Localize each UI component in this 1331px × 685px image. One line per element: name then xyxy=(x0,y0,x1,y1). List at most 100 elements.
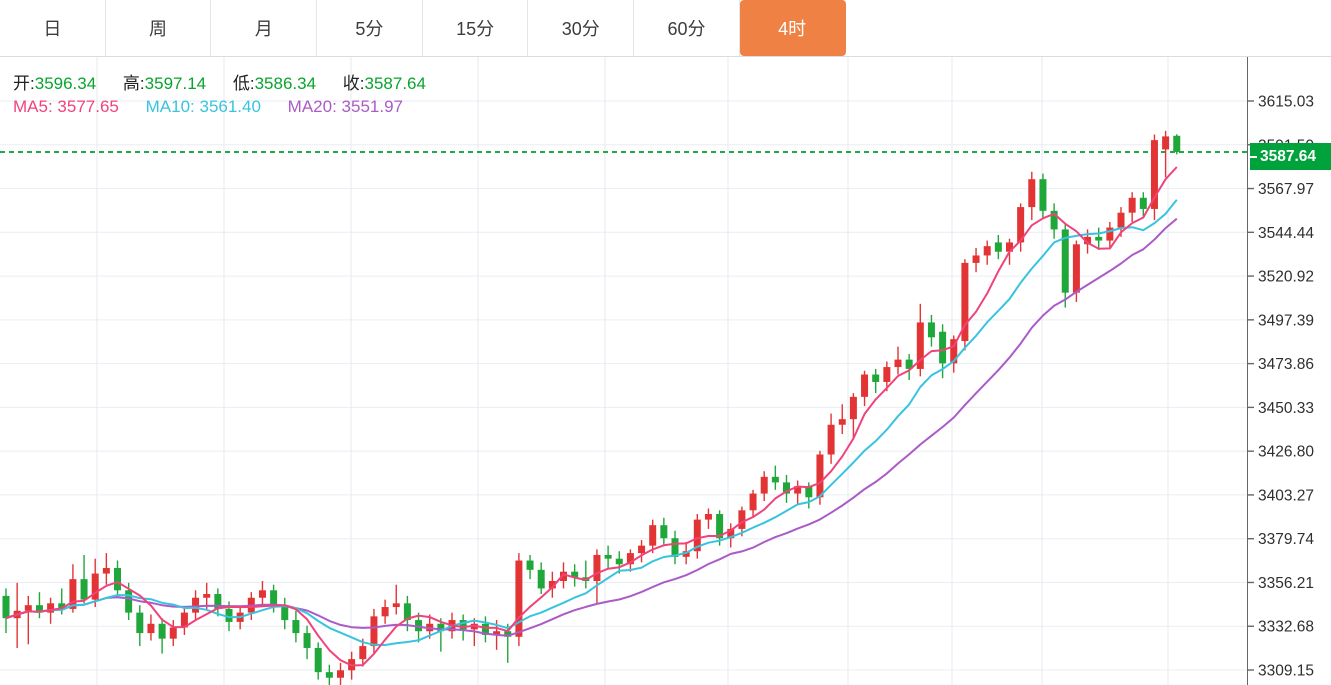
candle-body xyxy=(805,486,813,498)
candle-body xyxy=(403,603,411,621)
candle-body xyxy=(270,590,278,606)
candle-body xyxy=(69,579,77,609)
candle-body xyxy=(927,322,935,338)
candle-body xyxy=(459,620,467,630)
candle-body xyxy=(415,620,423,632)
tabbar-filler xyxy=(845,0,1331,56)
candle-body xyxy=(704,514,712,520)
candle-body xyxy=(771,476,779,483)
candle-body xyxy=(504,631,512,637)
candle-body xyxy=(593,554,601,581)
candle-body xyxy=(816,454,824,498)
candle-body xyxy=(1050,210,1058,230)
candle-body xyxy=(994,242,1002,252)
candle-body xyxy=(303,633,311,648)
tab-4hour[interactable]: 4时 xyxy=(739,0,846,56)
candle-body xyxy=(983,246,991,256)
candle-body xyxy=(2,595,10,619)
y-axis-label: 3403.27 xyxy=(1258,487,1314,504)
y-axis-label: 3356.21 xyxy=(1258,575,1314,592)
candle-body xyxy=(359,646,367,660)
candle-body xyxy=(738,510,746,529)
candle-body xyxy=(716,514,724,539)
candle-body xyxy=(292,620,300,634)
candle-body xyxy=(225,608,233,622)
candle-body xyxy=(180,612,188,628)
tab-month[interactable]: 月 xyxy=(211,0,318,56)
candle-body xyxy=(192,597,200,613)
candle-body xyxy=(1150,140,1158,209)
candle-body xyxy=(1028,179,1036,208)
candle-body xyxy=(370,616,378,647)
y-axis-label: 3309.15 xyxy=(1258,663,1314,680)
candle-body xyxy=(861,374,869,397)
candle-body xyxy=(136,612,144,634)
candle-body xyxy=(548,580,556,589)
h-gridlines xyxy=(0,100,1247,671)
y-axis-label: 3520.92 xyxy=(1258,269,1314,286)
candle-body xyxy=(1039,179,1047,211)
candle-body xyxy=(838,419,846,425)
candle-body xyxy=(916,322,924,369)
candlestick-chart[interactable]: 3615.033591.503567.973544.443520.923497.… xyxy=(0,57,1331,685)
tab-week[interactable]: 周 xyxy=(105,0,212,56)
candle-body xyxy=(1139,197,1147,209)
candle-body xyxy=(515,560,523,637)
current-price-value: 3587.64 xyxy=(1260,147,1317,165)
y-axis-label: 3426.80 xyxy=(1258,444,1314,461)
legend-ma10: MA10: 3561.40 xyxy=(145,97,261,116)
y-axis-label: 3544.44 xyxy=(1258,225,1314,242)
legend-open: 开:3596.34 xyxy=(13,74,97,93)
candle-body xyxy=(337,670,344,678)
candle-body xyxy=(1006,242,1013,252)
candle-body xyxy=(47,603,55,613)
y-axis-label: 3450.33 xyxy=(1258,400,1314,417)
candle-body xyxy=(437,623,445,632)
candle-body xyxy=(493,631,501,635)
candle-body xyxy=(649,525,657,546)
candle-body xyxy=(526,560,534,570)
legend-low: 低:3586.34 xyxy=(232,74,317,93)
legend-ma20: MA20: 3551.97 xyxy=(287,97,403,116)
candle-body xyxy=(147,623,155,634)
candle-body xyxy=(114,567,121,591)
candle-body xyxy=(392,603,400,608)
tab-15min[interactable]: 15分 xyxy=(422,0,529,56)
badge-tick xyxy=(1250,155,1257,158)
tab-30min[interactable]: 30分 xyxy=(528,0,635,56)
candle-body xyxy=(1117,212,1125,228)
candle-body xyxy=(481,623,489,635)
candle-body xyxy=(35,605,43,613)
tab-day[interactable]: 日 xyxy=(0,0,106,56)
ma-legend: MA5: 3577.65 MA10: 3561.40 MA20: 3551.97 xyxy=(13,97,425,117)
candle-body xyxy=(1106,227,1114,241)
tab-60min[interactable]: 60分 xyxy=(634,0,740,56)
candle-body xyxy=(281,605,289,621)
candle-body xyxy=(760,476,768,494)
chart-area: 3615.033591.503567.973544.443520.923497.… xyxy=(0,57,1331,685)
ma5-line xyxy=(5,166,1178,667)
candle-body xyxy=(158,623,166,639)
tab-5min[interactable]: 5分 xyxy=(317,0,423,56)
y-axis-labels: 3615.033591.503567.973544.443520.923497.… xyxy=(1247,94,1314,680)
candle-body xyxy=(203,594,211,598)
candle-body xyxy=(169,627,177,639)
candle-body xyxy=(1061,229,1069,293)
ohlc-legend: 开:3596.34 高:3597.14 低:3586.34 收:3587.64 xyxy=(13,69,448,94)
timeframe-tabbar: 日周月 5分 15分 30分 60分 4时 xyxy=(0,0,1331,57)
ma20-line xyxy=(5,217,1178,637)
y-axis-label: 3379.74 xyxy=(1258,531,1314,548)
candle-body xyxy=(1173,135,1181,152)
candle-body xyxy=(537,569,545,589)
candle-body xyxy=(727,528,735,539)
candle-body xyxy=(1017,207,1025,243)
candle-body xyxy=(626,553,634,565)
y-axis-label: 3473.86 xyxy=(1258,356,1314,373)
candle-body xyxy=(961,262,969,342)
candle-body xyxy=(783,482,790,494)
candle-body xyxy=(1162,136,1170,150)
candles xyxy=(2,130,1181,685)
candle-body xyxy=(314,647,322,673)
legend-ma5: MA5: 3577.65 xyxy=(13,97,119,116)
candle-body xyxy=(1095,236,1103,241)
